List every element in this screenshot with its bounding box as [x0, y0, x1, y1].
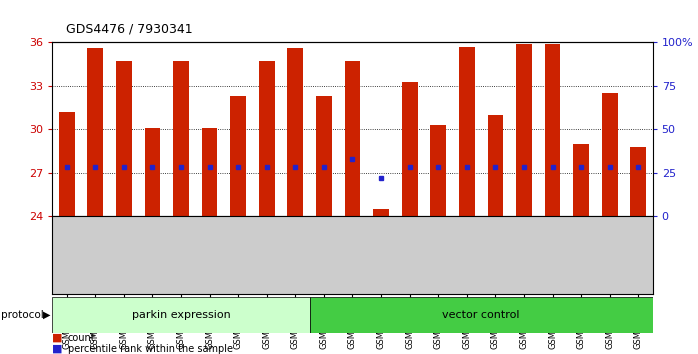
Bar [144, 128, 161, 216]
Bar [59, 112, 75, 216]
Text: ■: ■ [52, 333, 63, 343]
Bar [431, 125, 446, 216]
Bar [630, 147, 646, 216]
Bar [259, 61, 274, 216]
Bar [316, 96, 332, 216]
Bar [373, 209, 389, 216]
Bar [459, 47, 475, 216]
Bar [516, 44, 532, 216]
Bar [230, 96, 246, 216]
Bar [202, 128, 217, 216]
Bar [87, 48, 103, 216]
Bar [573, 144, 589, 216]
Bar [402, 81, 417, 216]
Text: protocol: protocol [1, 310, 44, 320]
Text: parkin expression: parkin expression [132, 310, 230, 320]
Bar [310, 297, 653, 333]
Bar [288, 48, 303, 216]
Bar [602, 93, 618, 216]
Text: ▶: ▶ [43, 310, 51, 320]
Text: count: count [68, 333, 96, 343]
Bar [345, 61, 360, 216]
Bar [173, 61, 189, 216]
Text: ■: ■ [52, 344, 63, 354]
Bar [544, 44, 560, 216]
Text: vector control: vector control [443, 310, 520, 320]
Text: GDS4476 / 7930341: GDS4476 / 7930341 [66, 22, 193, 35]
Bar [116, 61, 132, 216]
Bar [52, 297, 310, 333]
Text: percentile rank within the sample: percentile rank within the sample [68, 344, 232, 354]
Bar [487, 115, 503, 216]
